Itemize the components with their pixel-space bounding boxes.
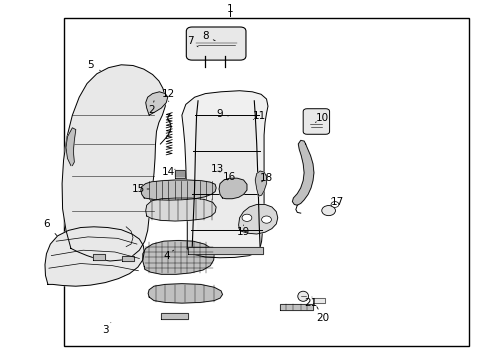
Circle shape [261, 216, 271, 223]
Polygon shape [66, 128, 76, 166]
Polygon shape [279, 304, 312, 310]
Text: 19: 19 [236, 227, 250, 237]
Text: 16: 16 [223, 172, 236, 182]
Polygon shape [188, 247, 263, 254]
Polygon shape [182, 91, 267, 258]
Polygon shape [145, 198, 216, 221]
Text: 2: 2 [148, 105, 155, 115]
Polygon shape [45, 227, 144, 286]
Text: 9: 9 [216, 109, 223, 120]
Circle shape [330, 202, 338, 207]
Polygon shape [238, 204, 277, 234]
Polygon shape [122, 256, 134, 261]
Polygon shape [175, 170, 184, 178]
Text: 21: 21 [303, 298, 317, 308]
Polygon shape [292, 140, 313, 205]
FancyBboxPatch shape [186, 27, 245, 60]
Polygon shape [219, 178, 246, 199]
Polygon shape [312, 298, 325, 303]
Polygon shape [142, 240, 214, 274]
Circle shape [321, 206, 335, 216]
Polygon shape [141, 180, 216, 200]
Text: 12: 12 [162, 89, 175, 99]
Text: 13: 13 [210, 164, 224, 174]
Polygon shape [93, 254, 105, 260]
Text: 7: 7 [187, 36, 194, 46]
Text: 6: 6 [43, 219, 50, 229]
Polygon shape [145, 92, 167, 115]
Text: 14: 14 [162, 167, 175, 177]
Text: 17: 17 [330, 197, 344, 207]
Polygon shape [255, 171, 266, 196]
Polygon shape [197, 115, 254, 230]
Text: 20: 20 [316, 312, 328, 323]
Ellipse shape [297, 291, 308, 301]
Text: 10: 10 [316, 113, 328, 123]
Text: 8: 8 [202, 31, 208, 41]
Text: 11: 11 [252, 111, 265, 121]
Text: 3: 3 [102, 325, 108, 336]
Text: 5: 5 [87, 60, 94, 70]
Polygon shape [161, 313, 188, 319]
Text: 18: 18 [259, 173, 273, 183]
Polygon shape [62, 65, 165, 261]
Bar [63, 18, 468, 346]
Circle shape [242, 214, 251, 221]
Text: 1: 1 [226, 4, 233, 14]
Text: 4: 4 [163, 251, 169, 261]
Polygon shape [148, 284, 222, 303]
FancyBboxPatch shape [303, 109, 329, 134]
Text: 15: 15 [131, 184, 145, 194]
